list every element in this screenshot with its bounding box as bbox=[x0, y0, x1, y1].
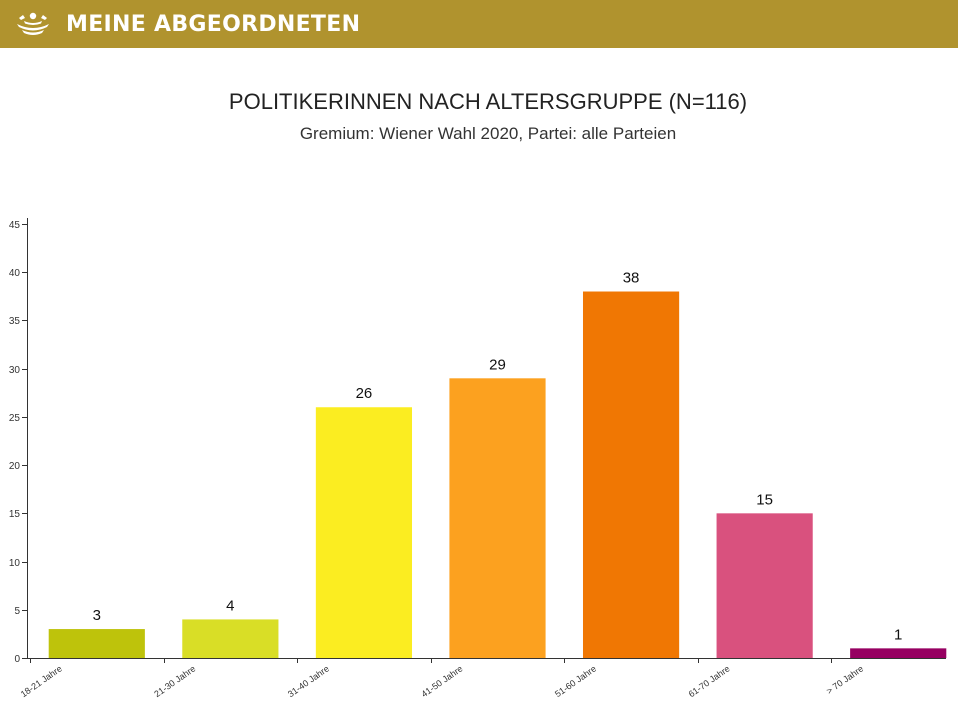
category-labels-group: 18-21 Jahre 21-30 Jahre 31-40 Jahre 41-50 J… bbox=[19, 663, 866, 699]
bar-value-label: 26 bbox=[356, 385, 373, 402]
x-category-label: 21-30 Jahre bbox=[152, 663, 197, 699]
y-tick-label: 0 bbox=[14, 654, 20, 665]
y-tick-label: 25 bbox=[9, 413, 21, 424]
y-tick-label: 10 bbox=[9, 558, 21, 569]
bar-value-label: 38 bbox=[623, 270, 640, 287]
chart-title: POLITIKERINNEN NACH ALTERSGRUPPE (N=116) bbox=[228, 89, 748, 114]
bar[interactable] bbox=[315, 407, 413, 658]
y-tick-label: 20 bbox=[9, 461, 21, 472]
chart-subtitle: Gremium: Wiener Wahl 2020, Partei: alle … bbox=[299, 124, 677, 143]
bar[interactable] bbox=[48, 629, 145, 658]
bar[interactable] bbox=[582, 291, 680, 658]
x-category-label: 51-60 Jahre bbox=[553, 663, 598, 699]
bar[interactable] bbox=[449, 378, 546, 658]
bar-value-label: 4 bbox=[226, 597, 234, 614]
y-tick-label: 40 bbox=[9, 268, 21, 279]
x-category-label: 61-70 Jahre bbox=[687, 663, 732, 699]
y-axis: 0 5 10 15 20 25 30 35 40 45 bbox=[9, 218, 28, 665]
app-title[interactable]: MEINE ABGEORDNETEN bbox=[66, 12, 361, 37]
bar-value-label: 29 bbox=[489, 356, 506, 373]
bars-group bbox=[48, 291, 947, 658]
parliament-seats-icon[interactable] bbox=[14, 9, 52, 39]
x-category-label: > 70 Jahre bbox=[824, 663, 865, 696]
x-axis bbox=[27, 658, 946, 663]
x-category-label: 41-50 Jahre bbox=[419, 663, 464, 699]
bar-value-label: 3 bbox=[93, 607, 101, 624]
y-tick-label: 30 bbox=[9, 365, 21, 376]
x-category-label: 31-40 Jahre bbox=[286, 663, 331, 699]
bar[interactable] bbox=[182, 619, 279, 658]
value-labels-group: 3 4 26 29 38 15 1 bbox=[93, 270, 903, 644]
y-tick-label: 5 bbox=[14, 606, 20, 617]
bar-value-label: 15 bbox=[756, 491, 773, 508]
bar[interactable] bbox=[716, 513, 813, 658]
y-tick-label: 35 bbox=[9, 316, 21, 327]
header-bar: MEINE ABGEORDNETEN bbox=[0, 0, 958, 48]
y-tick-label: 15 bbox=[9, 509, 21, 520]
bar[interactable] bbox=[850, 648, 947, 658]
bar-value-label: 1 bbox=[894, 626, 902, 643]
y-tick-label: 45 bbox=[9, 220, 21, 231]
x-category-label: 18-21 Jahre bbox=[19, 663, 64, 699]
